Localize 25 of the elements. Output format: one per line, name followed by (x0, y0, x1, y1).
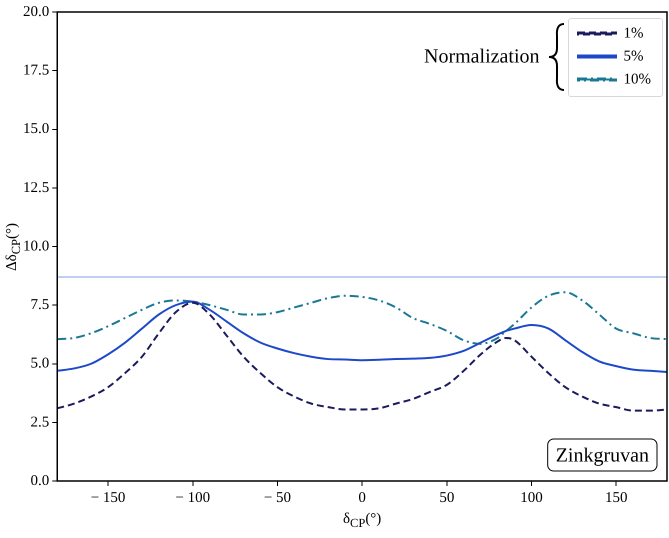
y-tick-label: 12.5 (23, 180, 50, 196)
y-tick-label: 0.0 (30, 472, 50, 489)
y-tick-label: 5.0 (30, 356, 50, 372)
line-series (57, 300, 667, 373)
y-tick-label: 2.5 (30, 414, 50, 430)
y-tick-label: 7.5 (30, 297, 50, 314)
x-tick-label: − 50 (264, 490, 292, 506)
annotation: Zinkgruvan (556, 444, 649, 466)
x-tick-label: 100 (520, 490, 543, 506)
x-tick-label: 50 (439, 490, 454, 506)
x-tick-label: − 150 (90, 490, 126, 506)
legend-title: Normalization (424, 45, 540, 68)
x-tick-label: − 100 (175, 490, 210, 506)
line-series (57, 291, 667, 345)
x-tick-label: 150 (604, 490, 628, 506)
y-tick-label: 10.0 (23, 238, 50, 254)
y-tick-label: 17.5 (23, 62, 50, 79)
line-series (57, 302, 667, 412)
legend-label: 1% (624, 25, 644, 42)
x-tick-label: 0 (358, 490, 366, 506)
y-tick-label: 20.0 (23, 4, 50, 20)
legend-label: 10% (624, 71, 652, 88)
legend-label: 5% (624, 48, 644, 64)
x-axis-title: δ$_{CP}$(°) (342, 511, 382, 531)
y-tick-label: 15.0 (23, 121, 50, 138)
